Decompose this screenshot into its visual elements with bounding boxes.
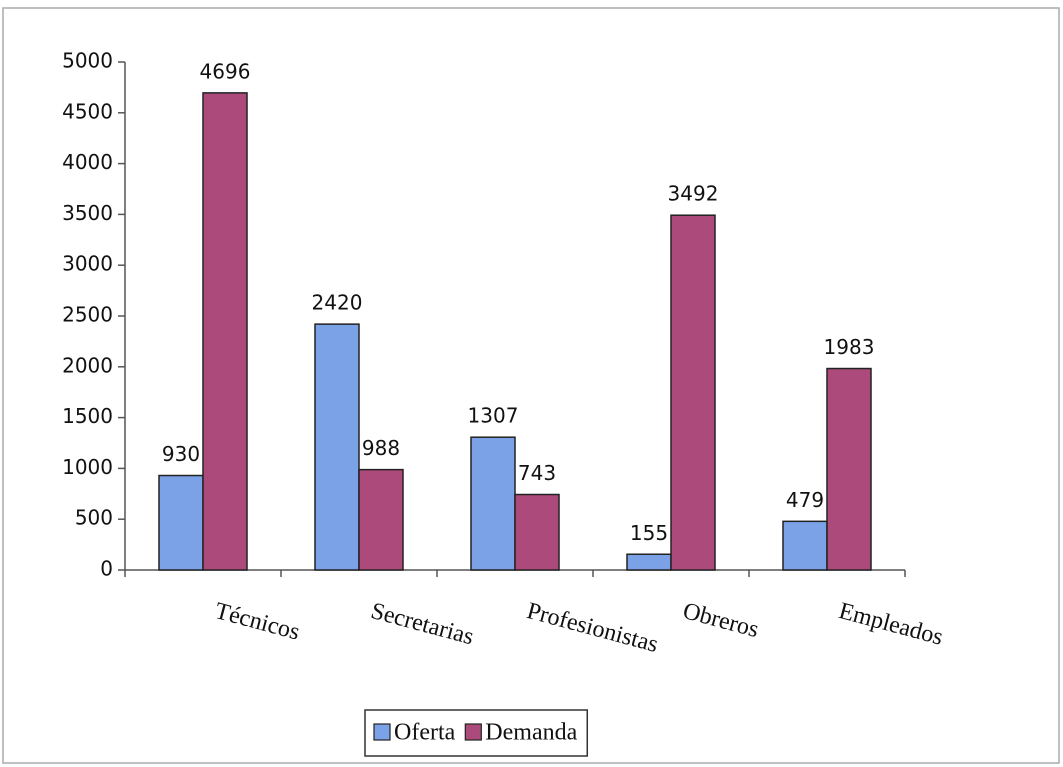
bar (202, 92, 248, 571)
bar (670, 214, 716, 571)
bar (314, 323, 360, 571)
legend-label: Oferta (394, 720, 456, 746)
y-tick-label: 2500 (62, 303, 113, 327)
legend-label: Demanda (485, 720, 577, 746)
y-tick-label: 3000 (62, 252, 113, 276)
legend-swatch (464, 723, 482, 741)
data-label: 743 (518, 461, 556, 485)
data-label: 4696 (200, 59, 251, 83)
y-tick-label: 4500 (62, 99, 113, 123)
bar (782, 520, 828, 571)
bar (358, 468, 404, 571)
data-label: 988 (362, 436, 400, 460)
y-tick-label: 0 (100, 557, 113, 581)
data-label: 1983 (824, 335, 875, 359)
y-tick-label: 500 (75, 506, 113, 530)
bar (514, 493, 560, 571)
data-label: 155 (630, 521, 668, 545)
y-tick-label: 3500 (62, 201, 113, 225)
bar (158, 474, 204, 571)
data-label: 930 (162, 442, 200, 466)
data-label: 479 (786, 488, 824, 512)
data-label: 1307 (468, 404, 519, 428)
bar (470, 436, 516, 571)
y-tick-label: 5000 (62, 49, 113, 73)
y-tick-label: 1000 (62, 455, 113, 479)
y-tick-label: 2000 (62, 353, 113, 377)
legend-swatch (373, 723, 391, 741)
bar (626, 553, 672, 571)
y-tick-label: 4000 (62, 150, 113, 174)
bar (826, 367, 872, 571)
data-label: 3492 (668, 182, 719, 206)
data-label: 2420 (312, 291, 363, 315)
y-tick-label: 1500 (62, 404, 113, 428)
chart-border (2, 7, 1060, 764)
